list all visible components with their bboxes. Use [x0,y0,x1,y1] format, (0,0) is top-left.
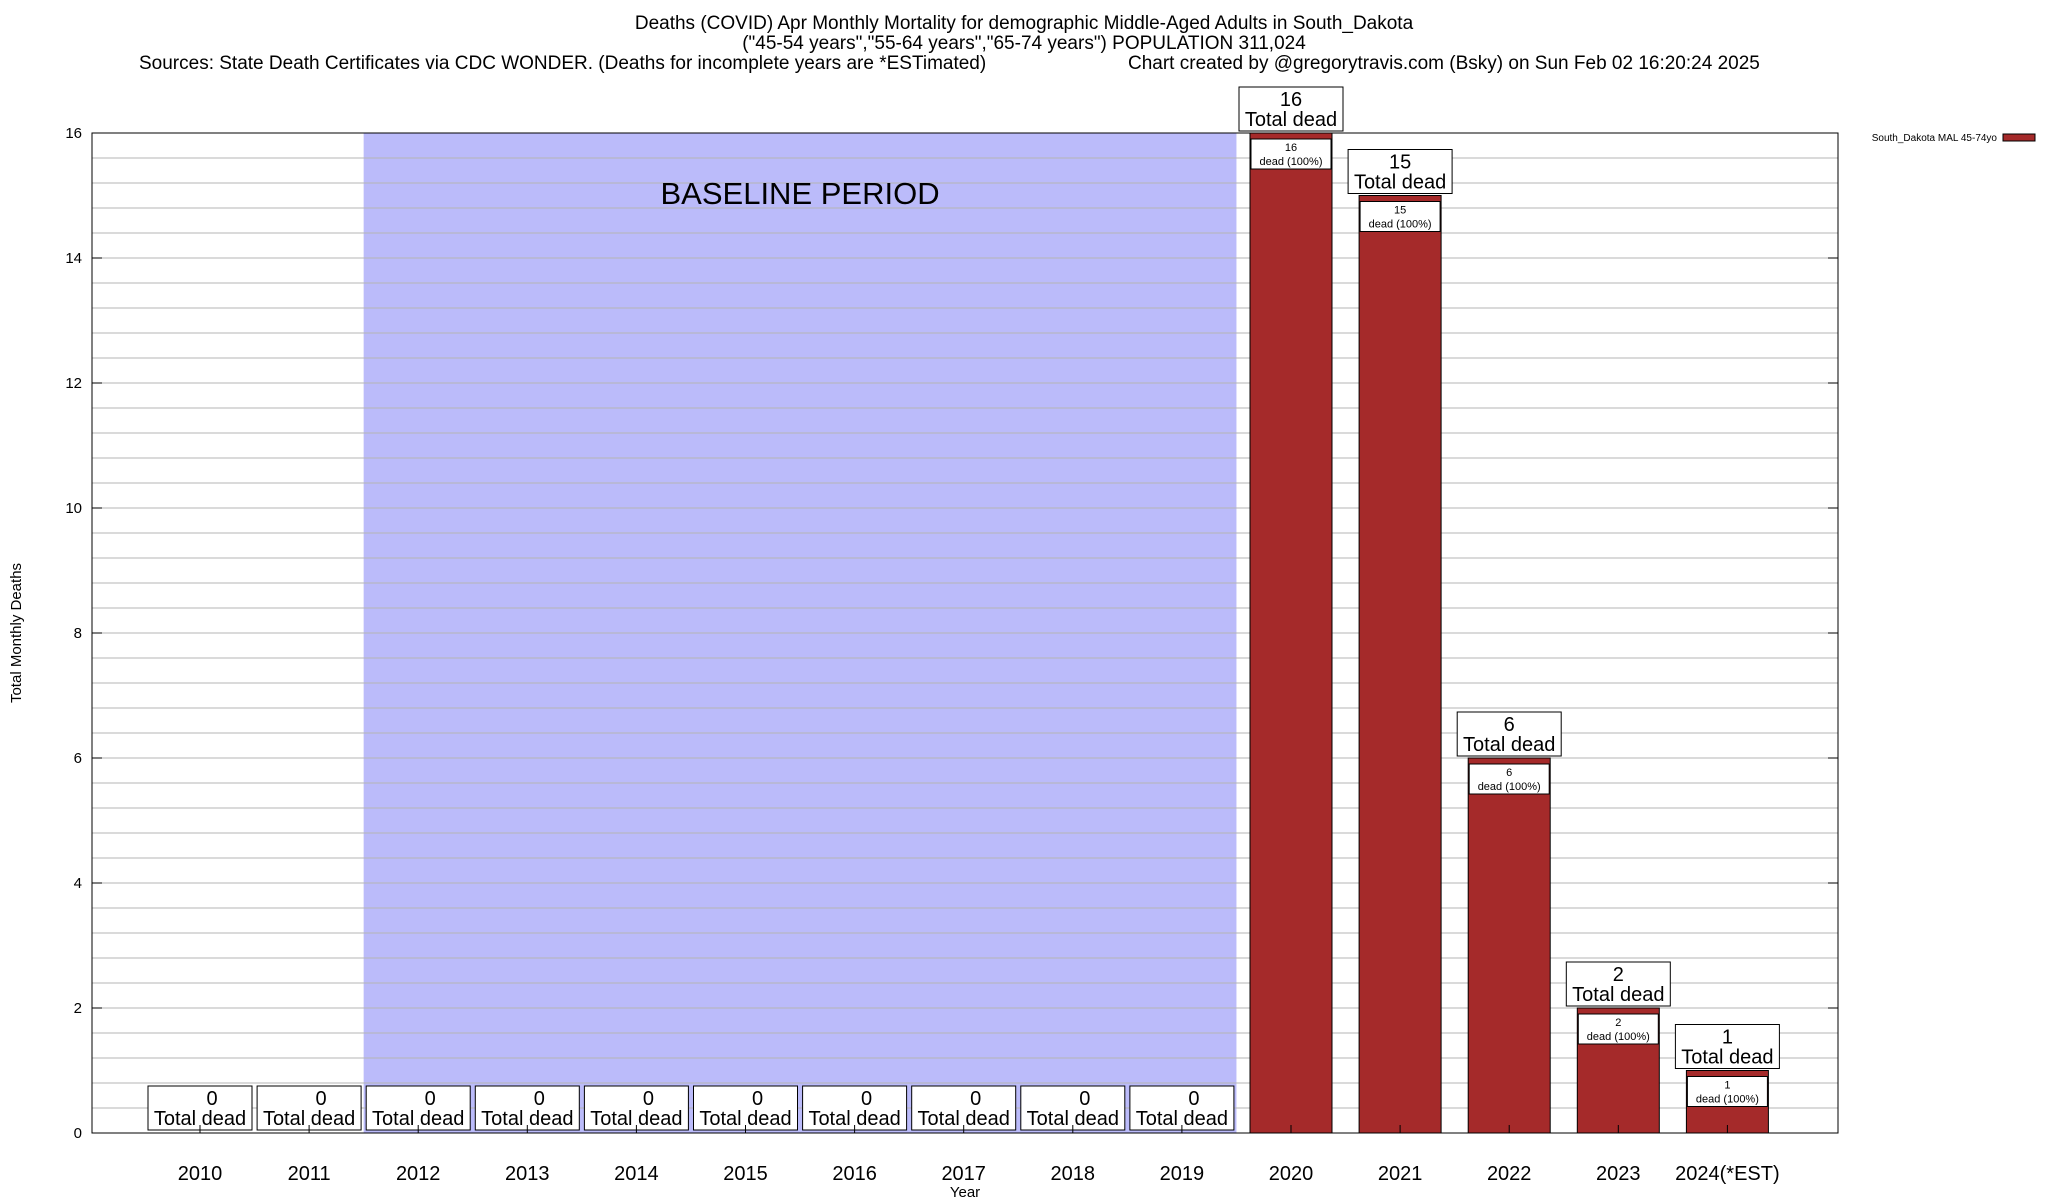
total-dead-value: 0 [425,1088,436,1110]
total-dead-label-box [1347,149,1453,194]
bar-inner-value-label: 16 [1285,142,1297,154]
bar-inner-percent-label: dead (100%) [1587,1031,1650,1043]
bar-inner-value-label: 6 [1506,767,1512,779]
y-tick-label: 0 [74,1125,82,1142]
bar-inner-percent-label: dead (100%) [1696,1094,1759,1106]
y-tick-label: 10 [65,500,82,517]
total-dead-value: 0 [1188,1088,1199,1110]
baseline-period-label: BASELINE PERIOD [661,176,940,211]
total-dead-value: 0 [316,1088,327,1110]
x-tick-label: 2021 [1378,1163,1423,1185]
x-tick-label: 2018 [1051,1163,1096,1185]
total-dead-value: 6 [1504,714,1515,736]
x-tick-label: 2014 [614,1163,659,1185]
total-dead-label: Total dead [154,1108,246,1130]
total-dead-label: Total dead [918,1108,1010,1130]
bar-inner-label-box [1359,201,1441,232]
x-tick-label: 2019 [1160,1163,1205,1185]
bar-inner-label-box [1468,763,1550,795]
x-tick-label: 2015 [723,1163,768,1185]
total-dead-label-box [1565,961,1671,1007]
bar-inner-label-box [1686,1076,1768,1107]
bar [1249,132,1333,1134]
chart-credit-text: Chart created by @gregorytravis.com (Bsk… [1128,53,1760,74]
bar [1358,195,1442,1134]
chart-title-line2: ("45-54 years","55-64 years","65-74 year… [742,33,1306,54]
total-dead-label-box [583,1085,689,1131]
total-dead-label: Total dead [481,1108,573,1130]
bar-inner-label-box [1250,138,1332,170]
total-dead-value: 0 [534,1088,545,1110]
x-tick-label: 2017 [941,1163,986,1185]
x-tick-label: 2012 [396,1163,441,1185]
y-tick-label: 8 [74,625,82,642]
x-tick-label: 2020 [1269,1163,1314,1185]
x-tick-label: 2010 [178,1163,223,1185]
y-tick-label: 12 [65,375,82,392]
total-dead-value: 15 [1389,152,1411,174]
total-dead-label-box [365,1085,471,1131]
total-dead-label-box [911,1085,1017,1131]
total-dead-label-box [1674,1024,1780,1069]
total-dead-label: Total dead [1354,172,1446,194]
total-dead-label: Total dead [1027,1108,1119,1130]
bar-inner-value-label: 15 [1394,205,1406,217]
legend-label: South_Dakota MAL 45-74yo [1872,133,1998,144]
total-dead-value: 0 [970,1088,981,1110]
plot-frame [91,132,1839,1134]
y-tick-label: 14 [65,250,82,267]
x-tick-label: 2011 [288,1163,331,1185]
total-dead-label-box [1456,711,1562,757]
bar-inner-percent-label: dead (100%) [1260,156,1323,168]
total-dead-label-box [147,1085,253,1131]
total-dead-value: 0 [752,1088,763,1110]
x-tick-label: 2024(*EST) [1675,1163,1780,1185]
total-dead-label-box [1238,86,1344,132]
x-tick-label: 2022 [1487,1163,1532,1185]
total-dead-value: 0 [643,1088,654,1110]
total-dead-label-box [1129,1085,1235,1131]
y-tick-label: 2 [74,1000,82,1017]
total-dead-label: Total dead [1681,1047,1773,1069]
bar-inner-percent-label: dead (100%) [1369,219,1432,231]
total-dead-value: 0 [861,1088,872,1110]
y-tick-label: 16 [65,125,82,142]
total-dead-label: Total dead [590,1108,682,1130]
total-dead-label-box [256,1085,362,1131]
total-dead-label: Total dead [1136,1108,1228,1130]
y-tick-label: 6 [74,750,82,767]
total-dead-value: 16 [1280,89,1302,111]
total-dead-label: Total dead [1463,734,1555,756]
total-dead-label: Total dead [263,1108,355,1130]
x-tick-label: 2013 [505,1163,550,1185]
y-tick-label: 4 [74,875,82,892]
total-dead-value: 0 [206,1088,217,1110]
total-dead-label: Total dead [699,1108,791,1130]
bar-inner-percent-label: dead (100%) [1478,781,1541,793]
chart-sources-text: Sources: State Death Certificates via CD… [139,53,987,74]
chart-title-line1: Deaths (COVID) Apr Monthly Mortality for… [634,13,1414,34]
x-tick-label: 2016 [832,1163,877,1185]
total-dead-label-box [693,1085,798,1131]
total-dead-label: Total dead [372,1108,464,1130]
bar-inner-label-box [1577,1013,1659,1045]
bar-inner-value-label: 2 [1615,1017,1621,1029]
total-dead-label: Total dead [1245,109,1337,131]
total-dead-label: Total dead [1572,984,1664,1006]
total-dead-value: 0 [1079,1088,1090,1110]
total-dead-value: 2 [1613,964,1624,986]
x-axis-label: Year [950,1184,980,1200]
bar [1467,757,1551,1134]
y-axis-label: Total Monthly Deaths [8,563,25,703]
total-dead-label: Total dead [808,1108,900,1130]
total-dead-value: 1 [1722,1027,1733,1049]
x-tick-label: 2023 [1596,1163,1641,1185]
bar-inner-value-label: 1 [1724,1080,1730,1092]
legend-swatch [2002,133,2036,142]
